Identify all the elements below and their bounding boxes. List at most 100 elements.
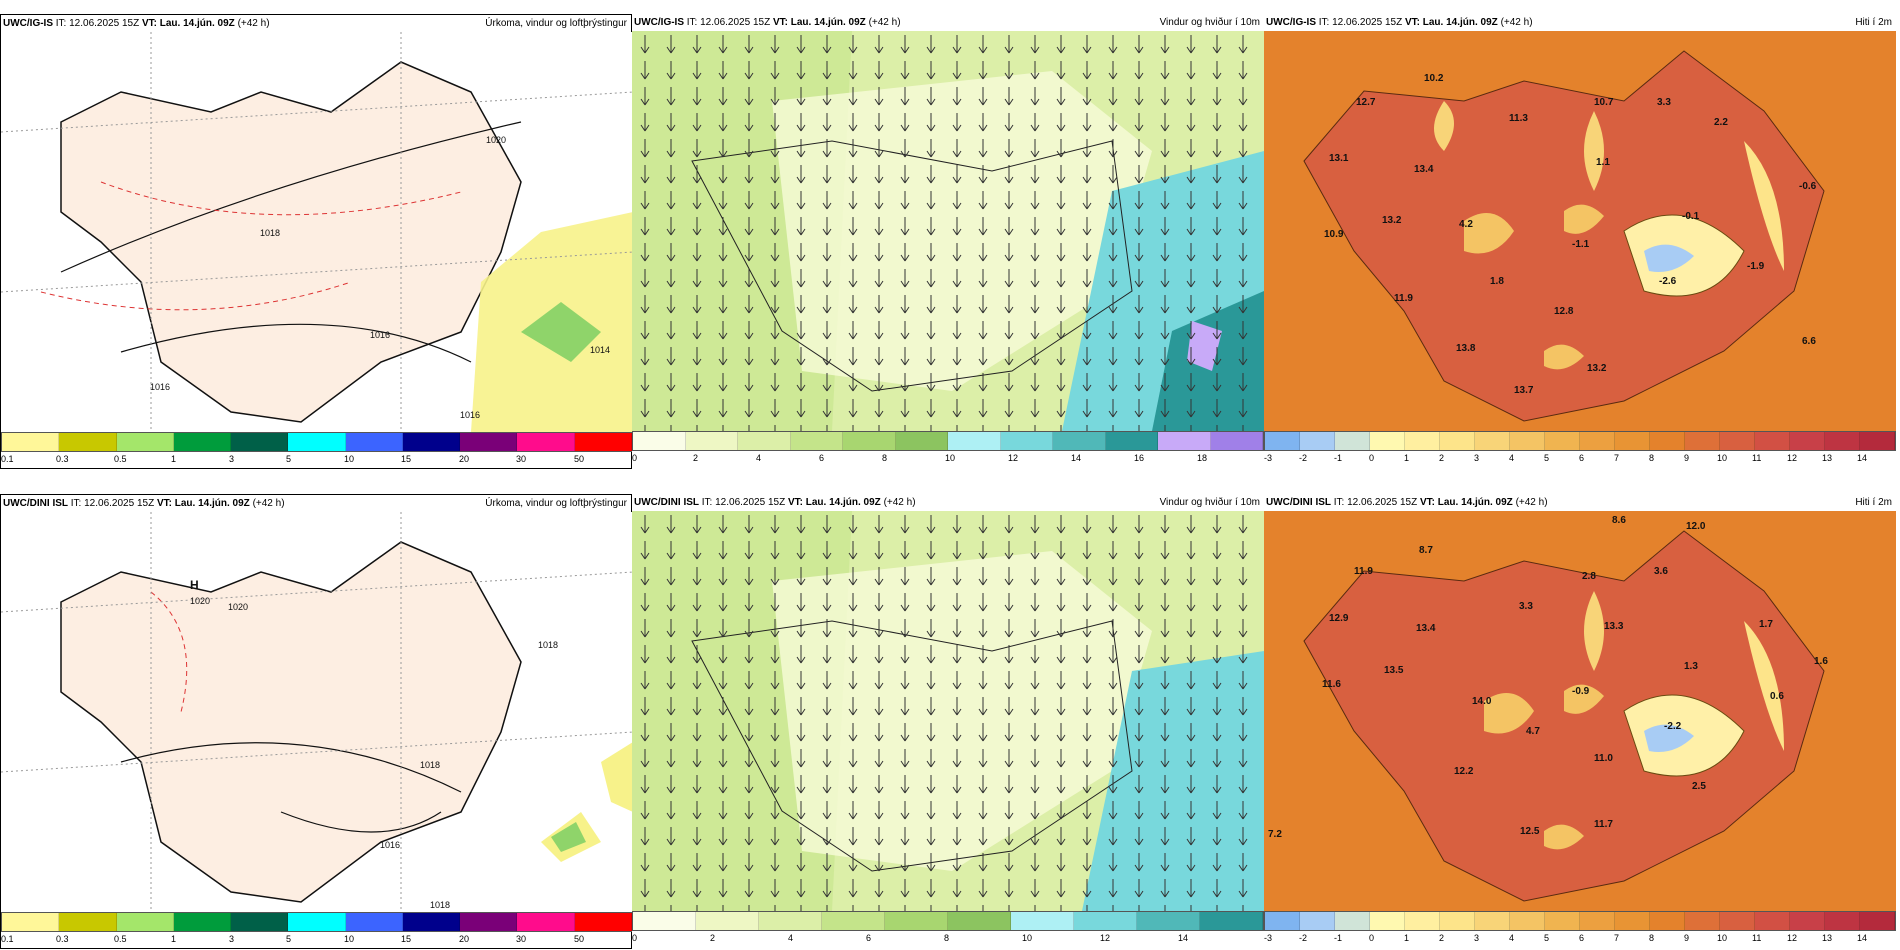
legend-swatch [1405, 432, 1440, 450]
temp-label: 12.5 [1520, 826, 1540, 837]
panel-precip-dini: UWC/DINI ISL IT: 12.06.2025 15Z VT: Lau.… [0, 494, 633, 949]
legend-tick: -3 [1264, 933, 1273, 943]
legend-swatch [843, 432, 896, 450]
legend-tick: -2 [1299, 453, 1308, 463]
legend-tick: 0 [632, 933, 638, 943]
it-label: IT: [1318, 17, 1330, 28]
temp-map[interactable]: 8.6 12.0 8.7 11.9 2.8 3.6 3.3 12.9 13.4 … [1264, 511, 1896, 911]
temp-label: 2.5 [1692, 781, 1706, 792]
legend-tick: 0.3 [56, 454, 69, 464]
legend-swatch [1300, 432, 1335, 450]
legend-swatch [1475, 432, 1510, 450]
legend-swatch [288, 913, 346, 931]
panel-title: Úrkoma, vindur og loftþrýstingur [485, 498, 627, 509]
legend-tick: 6 [1579, 453, 1585, 463]
legend-tick: 2 [1439, 933, 1445, 943]
temp-label: -1.9 [1747, 261, 1765, 272]
legend-tick: -1 [1334, 453, 1343, 463]
temp-label: 13.8 [1456, 343, 1476, 354]
temp-label: 13.7 [1514, 385, 1534, 396]
legend-tick: 4 [1509, 453, 1515, 463]
temp-label: 13.4 [1416, 623, 1436, 634]
panel-header: UWC/IG-IS IT: 12.06.2025 15Z VT: Lau. 14… [3, 16, 627, 32]
legend-tick: 13 [1822, 453, 1833, 463]
lead-time: (+42 h) [252, 498, 285, 509]
temp-label: 11.9 [1394, 293, 1413, 304]
temp-label: -2.6 [1659, 276, 1677, 287]
legend-colorbar [632, 431, 1264, 451]
it-label: IT: [701, 497, 713, 508]
legend-swatch [1545, 912, 1580, 930]
it-label: IT: [686, 17, 698, 28]
legend-swatch [1440, 432, 1475, 450]
temp-label: 3.6 [1654, 566, 1668, 577]
legend-tick: 14 [1178, 933, 1189, 943]
legend-swatch [895, 432, 948, 450]
legend-tick: 18 [1197, 453, 1208, 463]
legend-tick: 10 [1717, 933, 1728, 943]
legend-tick: 1 [171, 454, 177, 464]
legend-swatch [685, 432, 738, 450]
legend-tick: 0 [1369, 453, 1375, 463]
temp-label: 10.2 [1424, 73, 1444, 84]
legend-swatch [173, 913, 232, 931]
temp-label: 12.9 [1329, 613, 1349, 624]
legend-swatch [2, 433, 60, 451]
temp-label: 13.3 [1604, 621, 1624, 632]
legend-tick: 12 [1008, 453, 1019, 463]
legend-tick: 13 [1822, 933, 1833, 943]
model-name: UWC/IG-IS [3, 18, 53, 29]
legend-tick: 0.5 [114, 454, 127, 464]
wind-map[interactable] [632, 511, 1264, 911]
wind-map[interactable] [632, 31, 1264, 431]
isobar-label: 1016 [460, 410, 481, 420]
vt-label: VT: [772, 17, 788, 28]
temp-label: 12.2 [1454, 766, 1474, 777]
panel-temp-dini: UWC/DINI ISL IT: 12.06.2025 15Z VT: Lau.… [1264, 494, 1896, 949]
legend-tick: 8 [944, 933, 950, 943]
it-label: IT: [55, 18, 67, 29]
temp-label: 7.2 [1268, 829, 1282, 840]
legend-tick: 4 [788, 933, 794, 943]
legend-swatch [1790, 912, 1825, 930]
legend-colorbar [1, 912, 633, 932]
temp-label: 11.9 [1354, 566, 1373, 577]
legend-swatch [231, 913, 289, 931]
temp-label: 11.3 [1509, 113, 1528, 124]
temp-label: 12.7 [1356, 97, 1376, 108]
legend-swatch [1200, 912, 1263, 930]
isobar-label: 1020 [228, 602, 249, 612]
legend-swatch [173, 433, 232, 451]
isobar-label: 1016 [380, 840, 401, 850]
temp-label: -0.9 [1572, 686, 1590, 697]
legend-swatch [633, 912, 696, 930]
precip-map[interactable] [1, 512, 633, 912]
it-value: 12.06.2025 15Z [700, 17, 771, 28]
model-name: UWC/DINI ISL [3, 498, 68, 509]
legend-tick: 7 [1614, 453, 1620, 463]
legend-tick: 0.1 [1, 934, 14, 944]
temp-map-svg [1264, 511, 1896, 911]
legend-tick: 8 [1649, 453, 1655, 463]
legend-tick: -2 [1299, 933, 1308, 943]
legend-swatch [1685, 432, 1720, 450]
legend-ticks: 0 2 4 6 8 10 12 14 16 18 [632, 452, 1264, 466]
isobar-label: 1016 [370, 330, 391, 340]
temp-label: 1.7 [1759, 619, 1773, 630]
legend-swatch [1650, 912, 1685, 930]
panel-header: UWC/DINI ISL IT: 12.06.2025 15Z VT: Lau.… [3, 496, 627, 512]
temp-map[interactable]: 10.2 12.7 11.3 10.7 3.3 2.2 13.1 13.4 1.… [1264, 31, 1896, 431]
legend-tick: 5 [1544, 933, 1550, 943]
precip-map[interactable] [1, 32, 633, 432]
legend-ticks: -3 -2 -1 0 1 2 3 4 5 6 7 8 9 10 11 12 13… [1264, 452, 1896, 466]
legend-swatch [1011, 912, 1074, 930]
temp-label: -2.2 [1664, 721, 1682, 732]
it-label: IT: [1333, 497, 1345, 508]
temp-label: 12.8 [1554, 306, 1574, 317]
temp-label: 3.3 [1519, 601, 1533, 612]
temp-label: 11.7 [1594, 819, 1613, 830]
isobar-label: 1018 [260, 228, 281, 238]
legend-tick: 3 [1474, 453, 1480, 463]
legend-swatch [1335, 912, 1370, 930]
legend-swatch [59, 433, 117, 451]
